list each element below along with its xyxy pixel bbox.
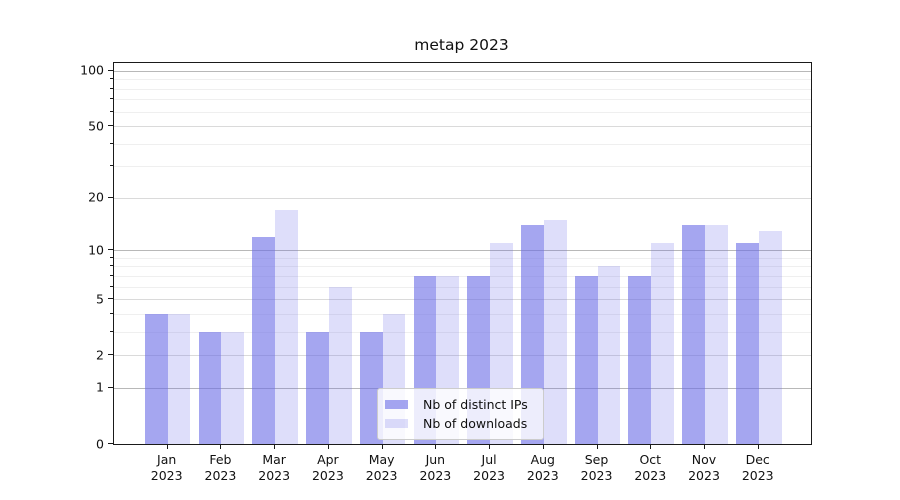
y-tick-mark: [108, 69, 113, 71]
y-minor-tick-mark: [110, 312, 113, 314]
bar-downloads-nov: [705, 225, 728, 444]
x-tick-label-nov: Nov 2023: [688, 452, 720, 483]
gridline-major: [114, 299, 811, 301]
y-minor-tick-mark: [110, 78, 113, 80]
y-tick-mark: [108, 298, 113, 300]
x-tick-label-jan: Jan 2023: [150, 452, 183, 483]
gridline-minor: [114, 275, 811, 277]
bar-distinct-ips-may: [359, 331, 383, 444]
x-tick-label-aug: Aug 2023: [526, 452, 559, 483]
y-tick-label: 1: [96, 379, 104, 395]
y-tick-label: 50: [88, 118, 104, 134]
x-tick-label-apr: Apr 2023: [311, 452, 344, 483]
gridline-minor: [114, 286, 811, 288]
bar-distinct-ips-apr: [306, 331, 329, 444]
legend-item-downloads: Nb of downloads: [385, 414, 535, 433]
x-tick-mark: [327, 444, 329, 449]
gridline-minor: [114, 166, 811, 168]
x-tick-mark: [596, 444, 598, 449]
bar-downloads-aug: [543, 219, 567, 444]
legend-label-downloads: Nb of downloads: [423, 416, 528, 431]
bar-downloads-apr: [328, 286, 352, 444]
x-tick-mark: [381, 444, 383, 449]
gridline-major: [114, 197, 811, 199]
y-minor-tick-mark: [110, 274, 113, 276]
x-tick-label-dec: Dec 2023: [741, 452, 774, 483]
legend-label-distinct-ips: Nb of distinct IPs: [423, 397, 528, 412]
x-tick-label-jul: Jul 2023: [473, 452, 505, 483]
gridline-major: [114, 70, 811, 72]
bar-downloads-sep: [597, 266, 621, 444]
bar-distinct-ips-jan: [144, 313, 168, 444]
gridline-minor: [114, 331, 811, 333]
chart-title: metap 2023: [414, 36, 509, 54]
x-tick-mark: [757, 444, 759, 449]
y-tick-label: 2: [96, 347, 104, 363]
bar-downloads-feb: [221, 331, 245, 444]
y-tick-label: 100: [80, 62, 104, 78]
y-tick-mark: [108, 354, 113, 356]
y-minor-tick-mark: [110, 330, 113, 332]
gridline-major: [114, 355, 811, 357]
x-tick-mark: [435, 444, 437, 449]
plot-area: Nb of distinct IPs Nb of downloads: [113, 62, 812, 445]
x-tick-mark: [274, 444, 276, 449]
y-tick-mark: [108, 249, 113, 251]
y-tick-mark: [108, 386, 113, 388]
gridline-minor: [114, 266, 811, 268]
y-tick-label: 10: [88, 242, 104, 258]
bar-distinct-ips-feb: [198, 331, 222, 444]
y-minor-tick-mark: [110, 142, 113, 144]
legend-swatch-downloads: [385, 419, 408, 428]
legend-item-distinct-ips: Nb of distinct IPs: [385, 395, 535, 414]
gridline-minor: [114, 143, 811, 145]
x-tick-mark: [220, 444, 222, 449]
y-minor-tick-mark: [110, 98, 113, 100]
x-tick-mark: [650, 444, 652, 449]
x-tick-label-may: May 2023: [365, 452, 398, 483]
gridline-minor: [114, 99, 811, 101]
y-tick-mark: [108, 196, 113, 198]
gridline-minor: [114, 79, 811, 81]
x-tick-label-feb: Feb 2023: [204, 452, 237, 483]
bar-distinct-ips-nov: [682, 225, 705, 444]
gridline-minor: [114, 88, 811, 90]
x-tick-label-jun: Jun 2023: [419, 452, 452, 483]
y-tick-label: 20: [88, 189, 104, 205]
bar-distinct-ips-sep: [574, 275, 598, 444]
bar-distinct-ips-dec: [735, 243, 759, 444]
x-tick-label-mar: Mar 2023: [258, 452, 291, 483]
gridline-minor: [114, 257, 811, 259]
y-tick-label: 0: [96, 436, 104, 451]
legend: Nb of distinct IPs Nb of downloads: [377, 388, 544, 440]
y-minor-tick-mark: [110, 285, 113, 287]
x-tick-mark: [489, 444, 491, 449]
gridline-major: [114, 126, 811, 128]
y-minor-tick-mark: [110, 265, 113, 267]
y-minor-tick-mark: [110, 256, 113, 258]
x-tick-mark: [704, 444, 705, 449]
bar-downloads-jan: [167, 313, 191, 444]
y-tick-mark: [108, 443, 113, 444]
y-minor-tick-mark: [110, 87, 113, 89]
gridline-minor: [114, 111, 811, 113]
y-tick-mark: [108, 125, 113, 127]
gridline-minor: [114, 313, 811, 315]
x-tick-label-oct: Oct 2023: [634, 452, 667, 483]
gridline-major: [114, 250, 811, 252]
y-minor-tick-mark: [110, 110, 113, 112]
bar-distinct-ips-oct: [628, 275, 652, 444]
bar-distinct-ips-mar: [252, 236, 276, 444]
bar-downloads-mar: [275, 210, 298, 444]
x-tick-label-sep: Sep 2023: [580, 452, 613, 483]
legend-swatch-distinct-ips: [385, 400, 408, 409]
y-minor-tick-mark: [110, 165, 113, 167]
bar-downloads-dec: [758, 230, 782, 444]
x-tick-mark: [166, 444, 168, 449]
y-tick-label: 5: [96, 291, 104, 307]
x-tick-mark: [542, 444, 544, 449]
bar-downloads-oct: [651, 243, 675, 444]
